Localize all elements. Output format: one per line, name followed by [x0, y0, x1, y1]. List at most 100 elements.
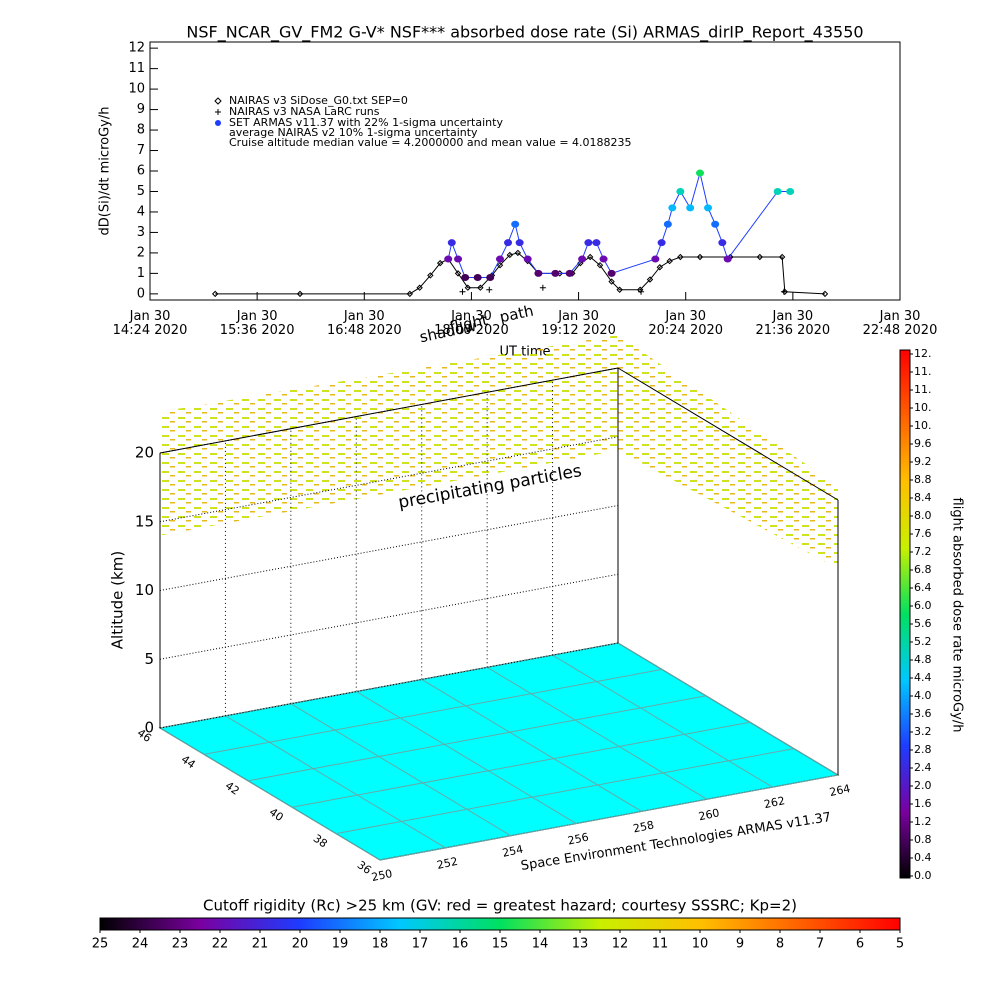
y-tick-label: 6 [137, 164, 145, 179]
z-tick-label: 0 [144, 719, 154, 737]
ground-grid-line [203, 668, 663, 755]
ground-grid-line [225, 715, 446, 849]
diamond-point [781, 288, 789, 296]
y-tick-label: 0 [137, 286, 145, 301]
diamond-point [646, 276, 654, 283]
annotation: average NAIRAS v2 10% 1-sigma uncertaint… [229, 126, 478, 139]
lon-tick-label: 262 [763, 794, 786, 811]
colorbar-tick-label: 15 [492, 937, 509, 952]
colorbar-tick-label: 3.6 [914, 707, 932, 720]
colorbar-tick-label: 23 [172, 937, 189, 952]
colorbar-tick-label: 10. [914, 401, 932, 414]
diamond-point [464, 284, 472, 291]
colorbar-tick-label: 8.4 [914, 491, 932, 504]
colorbar-tick-label: 2.4 [914, 761, 932, 774]
armas-point [696, 169, 704, 177]
lat-tick-label: 44 [179, 753, 198, 772]
legend-marker [215, 109, 221, 115]
colorbar-tick-label: 17 [412, 937, 429, 952]
armas-point [534, 269, 543, 277]
armas-point [651, 255, 660, 263]
lat-tick-label: 40 [267, 805, 286, 824]
lat-tick-label: 42 [223, 779, 242, 798]
diamond-point [427, 272, 434, 279]
y-tick-label: 2 [137, 245, 145, 260]
series-line [215, 252, 826, 295]
z-tick-label: 15 [135, 512, 154, 530]
colorbar-tick-label: 6 [856, 937, 864, 952]
colorbar-tick-label: 11 [652, 937, 669, 952]
lon-tick-label: 250 [370, 867, 393, 884]
diamond-point [821, 290, 829, 298]
plus-point [638, 288, 645, 295]
z-tick-label: 5 [144, 650, 154, 668]
armas-point [496, 255, 504, 263]
diamond-point [506, 251, 514, 259]
colorbar-tick-label: 18 [372, 937, 389, 952]
colorbar-tick-label: 8 [776, 937, 784, 952]
ground-grid-line [356, 691, 577, 825]
colorbar-tick-label: 9.2 [914, 455, 932, 468]
y-tick-label: 12 [128, 41, 145, 56]
armas-point [711, 220, 720, 228]
colorbar [99, 917, 901, 931]
colorbar-tick-label: 5 [896, 937, 904, 952]
colorbar-tick-label: 4.8 [914, 653, 932, 666]
colorbar-tick-label: 10 [692, 937, 709, 952]
diamond-point [496, 261, 504, 269]
plus-point [539, 284, 546, 291]
box-edge [159, 367, 619, 454]
ground-grid-line [421, 678, 642, 812]
lon-tick-label: 254 [501, 843, 524, 860]
colorbar-tick-label: 12 [612, 937, 629, 952]
diamond-point [656, 264, 664, 271]
altitude-grid-line [159, 573, 619, 660]
armas-point [578, 255, 587, 263]
armas-point [523, 255, 532, 263]
legend-marker [215, 120, 221, 126]
armas-point [607, 269, 616, 277]
ground-grid-line [617, 642, 839, 776]
x-tick-label: Jan 30 16:48 2020 [327, 309, 402, 338]
colorbar-tick-label: 8.0 [914, 509, 932, 522]
y-tick-label: 5 [137, 184, 145, 199]
colorbar-tick-label: 0.4 [914, 851, 932, 864]
ground-grid-line [486, 666, 708, 800]
legend-label: NAIRAS v3 SiDose_G0.txt SEP=0 [229, 94, 408, 107]
colorbar-tick-label: 8.8 [914, 473, 932, 486]
plus-point [459, 288, 466, 295]
colorbar-tick-label: 0.0 [914, 869, 932, 882]
x-tick-label: Jan 30 21:36 2020 [756, 309, 831, 338]
diamond-point [211, 290, 219, 298]
colorbar-tick-label: 16 [452, 937, 469, 952]
lat-tick-label: 38 [311, 832, 330, 851]
armas-point [723, 255, 732, 263]
armas-point [676, 187, 685, 195]
lon-tick-label: 256 [567, 831, 590, 848]
lon-tick-label: 260 [697, 806, 720, 823]
colorbar-tick-label: 2.8 [914, 743, 932, 756]
armas-point [504, 239, 513, 247]
x-tick-label: Jan 30 15:36 2020 [220, 309, 295, 338]
colorbar-tick-label: 6.0 [914, 599, 932, 612]
colorbar-tick-label: 6.4 [914, 581, 932, 594]
diamond-point [677, 253, 684, 261]
colorbar-tick-label: 19 [332, 937, 349, 952]
diamond-point [406, 290, 414, 298]
ground-grid-line [379, 774, 839, 861]
armas-point [454, 255, 463, 263]
armas-point [447, 239, 456, 247]
armas-point [718, 239, 727, 247]
diamond-point [454, 270, 462, 277]
colorbar [899, 349, 911, 879]
annotation: Cruise altitude median value = 4.2000000… [229, 136, 632, 149]
z-axis-label: Altitude (km) [109, 551, 127, 649]
armas-point [565, 269, 574, 277]
colorbar-tick-label: 10. [914, 419, 932, 432]
armas-point [657, 239, 666, 247]
x-tick-label: Jan 30 19:12 2020 [541, 309, 616, 338]
colorbar-label: flight absorbed dose rate microGy/h [950, 498, 965, 733]
armas-point [668, 204, 677, 212]
armas-point [663, 220, 672, 228]
colorbar-tick-label: 22 [212, 937, 229, 952]
